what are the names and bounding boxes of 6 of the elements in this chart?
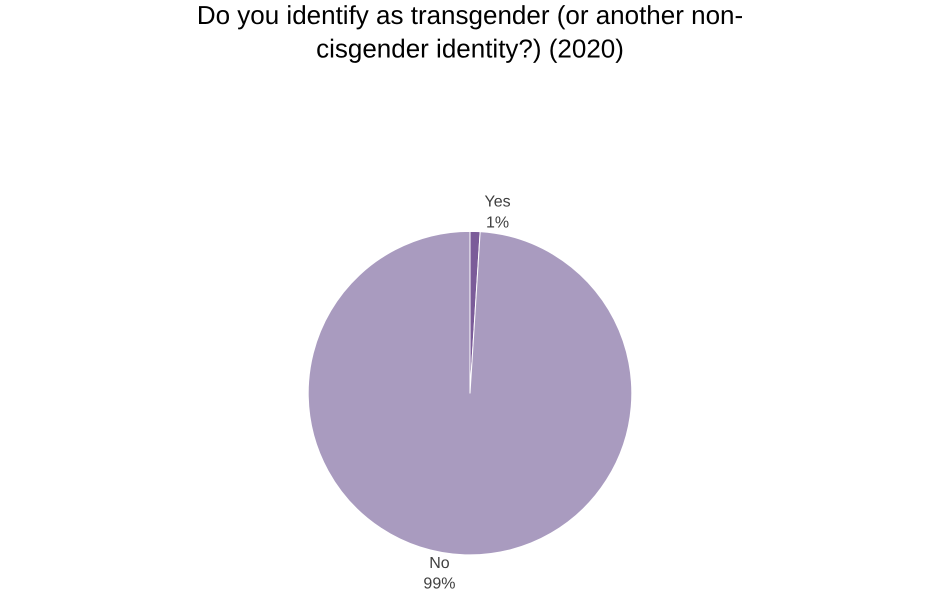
chart-title: Do you identify as transgender (or another non- cisgender identity?) (2020) bbox=[196, 0, 744, 64]
data-label: 1% bbox=[486, 214, 510, 232]
pie-slice bbox=[308, 230, 632, 556]
slice-label: Yes bbox=[484, 194, 511, 211]
data-label: 99% bbox=[423, 576, 456, 593]
slice-label: No bbox=[429, 554, 450, 572]
